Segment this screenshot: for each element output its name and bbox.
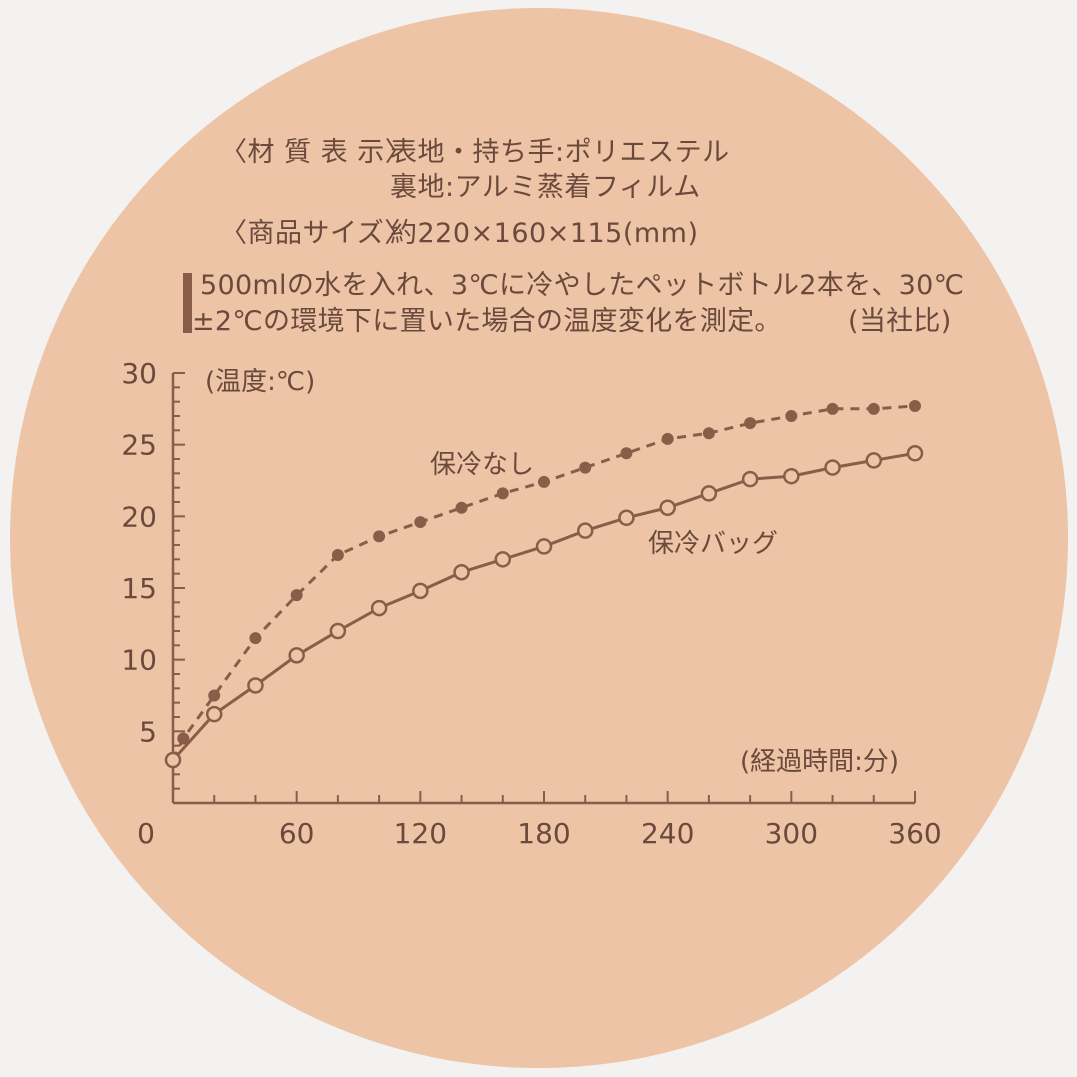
cooling-bag-point	[700, 485, 718, 502]
no-cooling-point	[620, 447, 633, 460]
no-cooling-point	[579, 461, 592, 474]
no-cooling-point	[702, 427, 715, 440]
cooling-bag-point	[618, 509, 635, 527]
cooling-bag-point	[659, 499, 676, 516]
cooling-bag-point	[783, 467, 800, 485]
y-tick-label: 10	[121, 644, 157, 677]
no-cooling-point	[785, 410, 798, 422]
x-tick-label: 60	[279, 817, 315, 850]
cooling-bag-point	[906, 445, 924, 462]
series-label-no-cooling: 保冷なし	[430, 450, 534, 480]
y-tick-label: 25	[121, 429, 157, 462]
no-cooling-point	[373, 530, 386, 543]
no-cooling-point	[744, 417, 757, 430]
y-axis-label: (温度:℃)	[205, 367, 315, 397]
no-cooling-point	[414, 516, 427, 529]
y-tick-label: 5	[139, 715, 157, 748]
cooling-bag-point	[824, 459, 841, 476]
cooling-bag-point	[205, 705, 223, 723]
no-cooling-point	[909, 399, 921, 412]
note-line-2: ±2℃の環境下に置いた場合の温度変化を測定。	[192, 306, 782, 337]
x-tick-label: 180	[517, 817, 570, 850]
no-cooling-point	[661, 432, 674, 445]
no-cooling-point	[249, 632, 262, 645]
no-cooling-point	[867, 402, 880, 415]
cooling-bag-point	[329, 622, 347, 640]
x-tick-label: 360	[888, 817, 941, 850]
x-axis-label: (経過時間:分)	[740, 747, 899, 777]
x-tick-label: 300	[765, 817, 818, 850]
y-tick-label: 20	[121, 500, 157, 533]
cooling-bag-point	[494, 551, 512, 568]
cooling-bag-point	[865, 452, 883, 469]
x-tick-label: 240	[641, 817, 694, 850]
no-cooling-point	[496, 487, 509, 500]
chart-series	[164, 399, 924, 769]
cooling-bag-point	[412, 582, 429, 600]
cooling-bag-point	[288, 647, 305, 664]
cooling-bag-point	[453, 563, 470, 581]
y-tick-label: 30	[121, 357, 157, 390]
series-line-no-cooling	[171, 404, 916, 761]
note-line-1: 500mlの水を入れ、3℃に冷やしたペットボトル2本を、30℃	[200, 270, 965, 301]
no-cooling-point	[538, 475, 550, 488]
size-label: 〈商品サイズ〉	[220, 218, 412, 249]
material-outer: 表地・持ち手:ポリエステル	[390, 137, 730, 168]
cooling-bag-point	[535, 538, 553, 555]
no-cooling-point	[331, 549, 344, 562]
chart-axes	[171, 372, 916, 805]
y-tick-label: 15	[121, 572, 157, 605]
cooling-bag-point	[576, 522, 594, 539]
note-source: (当社比)	[848, 306, 952, 337]
no-cooling-point	[290, 589, 303, 602]
product-info-disc: 〈材 質 表 示〉 表地・持ち手:ポリエステル 裏地:アルミ蒸着フィルム 〈商品…	[10, 8, 1068, 1068]
no-cooling-point	[208, 689, 221, 702]
cooling-bag-point	[370, 599, 388, 617]
no-cooling-point	[455, 501, 468, 514]
cooling-bag-point	[164, 751, 182, 769]
note-marker-bar	[183, 273, 192, 333]
no-cooling-point	[177, 732, 190, 745]
material-label: 〈材 質 表 示〉	[220, 137, 413, 168]
series-label-cooling-bag: 保冷バッグ	[648, 529, 778, 559]
cooling-bag-point	[247, 677, 264, 694]
series-line-cooling-bag	[171, 451, 916, 762]
no-cooling-point	[826, 402, 839, 415]
x-tick-label: 120	[394, 817, 447, 850]
size-value: 約220×160×115(mm)	[390, 218, 699, 249]
cooling-bag-point	[741, 470, 759, 488]
x-tick-label: 0	[137, 817, 155, 850]
material-inner: 裏地:アルミ蒸着フィルム	[390, 172, 701, 203]
